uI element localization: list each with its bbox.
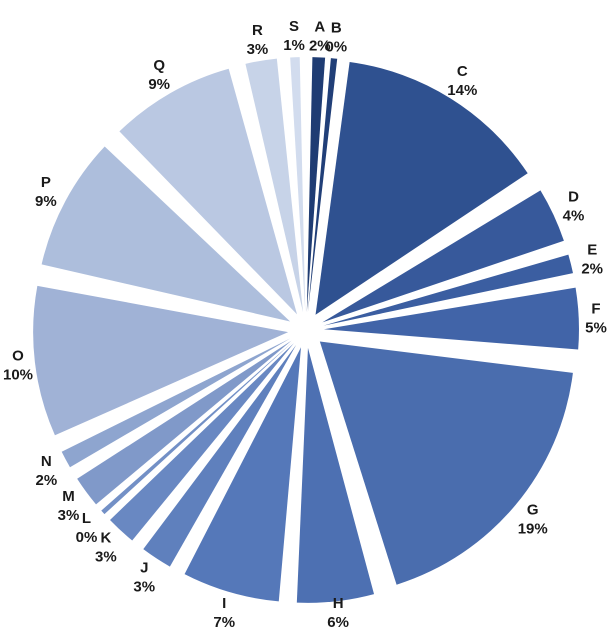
slice-percent-h: 6% [327, 614, 349, 630]
pie-slice-i [184, 347, 302, 602]
slice-label-s: S 1% [283, 18, 305, 54]
slice-category-a: A [314, 18, 325, 35]
pie-slice-c [315, 62, 528, 315]
slice-percent-n: 2% [35, 472, 57, 489]
pie-slice-e [323, 254, 573, 326]
slice-category-h: H [333, 595, 344, 612]
slice-category-n: N [41, 453, 52, 470]
slice-percent-j: 3% [133, 579, 155, 596]
slice-percent-f: 5% [585, 320, 607, 337]
slice-category-l: L [82, 510, 91, 527]
slice-percent-b: 0% [325, 39, 347, 56]
slice-percent-c: 14% [447, 82, 477, 99]
slice-label-m: M 3% [58, 488, 80, 524]
slice-percent-l: 0% [76, 529, 98, 546]
slice-label-f: F 5% [585, 301, 607, 337]
slice-percent-r: 3% [247, 41, 269, 58]
pie-slice-s [290, 57, 306, 313]
slice-category-d: D [568, 189, 579, 206]
slice-category-j: J [140, 560, 148, 577]
slice-category-e: E [587, 241, 597, 258]
pie-slice-h [296, 347, 375, 603]
slice-percent-i: 7% [213, 614, 235, 630]
slice-label-o: O 10% [3, 347, 33, 383]
pie-slice-p [41, 146, 291, 322]
slice-label-r: R 3% [247, 22, 269, 58]
slice-category-f: F [591, 301, 600, 318]
slice-category-r: R [252, 22, 263, 39]
pie-slice-r [245, 58, 304, 313]
pie-slice-k [109, 343, 294, 541]
slice-category-s: S [289, 18, 299, 35]
pie-slice-g [319, 341, 573, 585]
slice-category-p: P [41, 174, 51, 191]
slice-label-j: J 3% [133, 560, 155, 596]
slice-percent-k: 3% [95, 549, 117, 566]
slice-percent-m: 3% [58, 507, 80, 524]
slice-label-q: Q 9% [148, 57, 170, 93]
slice-percent-d: 4% [563, 208, 585, 225]
slice-percent-e: 2% [581, 260, 603, 277]
pie-slice-j [143, 345, 297, 567]
slice-category-g: G [527, 502, 539, 519]
pie-slice-a [306, 57, 326, 313]
pie-slice-b [307, 58, 338, 313]
slice-labels: A 2%B 0%C 14%D 4%E 2%F 5%G 19%H 6%I 7%J 3%K 3%L 0%M 3… [3, 18, 607, 630]
slice-label-n: N 2% [35, 453, 57, 489]
slice-percent-o: 10% [3, 366, 33, 383]
pie-slice-l [101, 342, 293, 515]
slice-category-m: M [62, 488, 75, 505]
slice-label-h: H 6% [327, 595, 349, 630]
slice-percent-g: 19% [518, 521, 548, 538]
slice-label-l: L 0% [76, 510, 98, 546]
slice-category-i: I [222, 595, 226, 612]
slice-label-e: E 2% [581, 241, 603, 277]
pie-slice-o [33, 285, 289, 436]
slice-label-b: B 0% [325, 20, 347, 56]
slice-label-i: I 7% [213, 595, 235, 630]
slice-category-o: O [12, 347, 24, 364]
slice-label-c: C 14% [447, 63, 477, 99]
slice-category-b: B [331, 20, 342, 37]
slice-label-p: P 9% [35, 174, 57, 210]
slice-percent-q: 9% [148, 76, 170, 93]
slice-category-k: K [100, 530, 111, 547]
slice-label-k: K 3% [95, 530, 117, 566]
slice-label-a: A 2% [309, 18, 331, 54]
pie-slices [33, 57, 579, 603]
slice-category-c: C [457, 63, 468, 80]
slice-category-q: Q [153, 57, 165, 74]
slice-label-d: D 4% [563, 189, 585, 225]
pie-slice-f [323, 287, 579, 350]
pie-slice-n [61, 338, 291, 468]
slice-percent-p: 9% [35, 193, 57, 210]
pie-slice-d [322, 190, 564, 323]
slice-label-g: G 19% [518, 502, 548, 538]
pie-slice-m [77, 340, 292, 505]
slice-percent-a: 2% [309, 37, 331, 54]
slice-percent-s: 1% [283, 37, 305, 54]
pie-slice-q [119, 68, 298, 315]
